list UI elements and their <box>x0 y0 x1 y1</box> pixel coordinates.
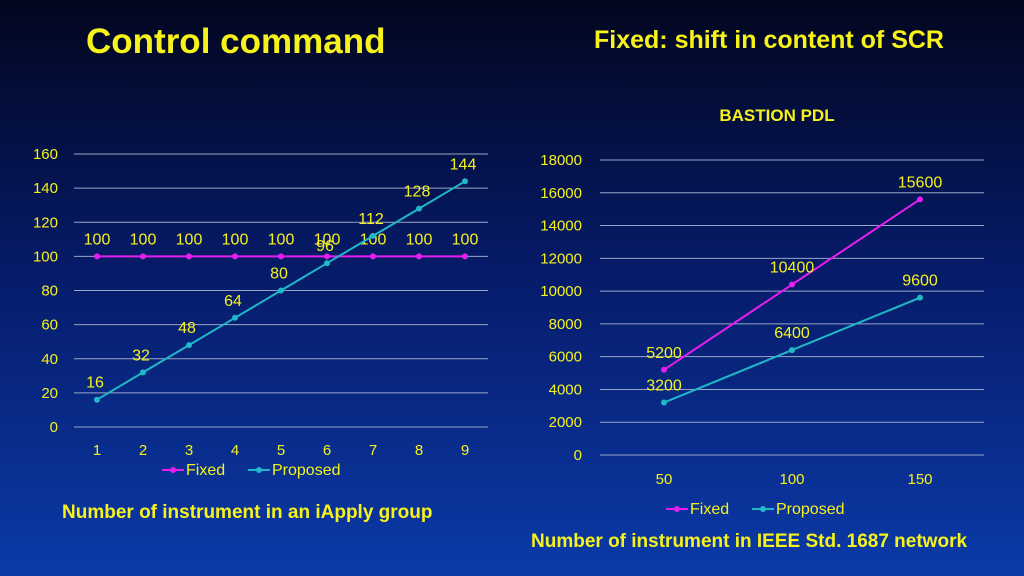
right-y-tick-label: 12000 <box>540 250 582 267</box>
left-data-point-fixed <box>140 253 146 260</box>
left-data-point-fixed <box>278 253 284 260</box>
right-y-tick-label: 8000 <box>549 316 582 333</box>
right-y-tick-label: 18000 <box>540 152 582 169</box>
right-y-tick-label: 10000 <box>540 283 582 300</box>
left-data-point-proposed <box>370 232 376 239</box>
right-data-point-fixed <box>917 196 923 203</box>
left-data-point-fixed <box>462 253 468 260</box>
left-data-label-fixed: 100 <box>314 231 341 248</box>
left-data-point-fixed <box>186 253 192 260</box>
left-data-point-proposed <box>324 260 330 267</box>
left-legend-label-fixed: Fixed <box>186 462 225 479</box>
right-x-tick-label: 100 <box>779 471 804 488</box>
right-y-tick-label: 4000 <box>549 381 582 398</box>
right-x-tick-label: 150 <box>907 471 932 488</box>
right-data-point-fixed <box>661 366 667 373</box>
left-chart-x-axis-label: Number of instrument in an iApply group <box>62 502 433 523</box>
right-chart-title: BASTION PDL <box>719 106 834 125</box>
left-data-label-proposed: 112 <box>358 211 384 228</box>
left-data-label-fixed: 100 <box>130 231 157 248</box>
left-data-point-proposed <box>416 205 422 212</box>
right-x-tick-label: 50 <box>656 471 673 488</box>
left-x-tick-label: 4 <box>231 442 239 459</box>
left-x-tick-label: 1 <box>93 442 101 459</box>
left-data-point-proposed <box>462 178 468 185</box>
left-data-label-fixed: 100 <box>360 231 387 248</box>
left-data-point-fixed <box>94 253 100 260</box>
right-data-point-proposed <box>917 294 923 301</box>
left-y-tick-label: 160 <box>33 146 58 163</box>
left-x-tick-label: 3 <box>185 442 193 459</box>
left-legend-marker-proposed <box>256 467 262 473</box>
left-data-point-proposed <box>140 369 146 376</box>
right-legend-marker-proposed <box>760 506 766 512</box>
left-x-tick-label: 2 <box>139 442 147 459</box>
left-data-label-fixed: 100 <box>176 231 203 248</box>
left-data-label-proposed: 16 <box>86 375 104 392</box>
left-data-point-proposed <box>278 287 284 294</box>
right-data-label-fixed: 10400 <box>770 260 815 277</box>
right-legend-label-proposed: Proposed <box>776 501 845 518</box>
left-y-tick-label: 140 <box>33 180 58 197</box>
left-y-tick-label: 60 <box>41 317 58 334</box>
left-data-label-fixed: 100 <box>84 231 111 248</box>
right-data-label-proposed: 3200 <box>646 378 682 395</box>
left-x-tick-label: 5 <box>277 442 285 459</box>
left-data-point-proposed <box>232 314 238 321</box>
left-y-tick-label: 120 <box>33 214 58 231</box>
right-legend-marker-fixed <box>674 506 680 512</box>
left-x-tick-label: 8 <box>415 442 423 459</box>
left-data-point-fixed <box>324 253 330 260</box>
right-chart-x-axis-label: Number of instrument in IEEE Std. 1687 n… <box>531 531 968 552</box>
left-data-label-proposed: 96 <box>316 238 334 255</box>
right-y-tick-label: 16000 <box>540 185 582 202</box>
left-legend-marker-fixed <box>170 467 176 473</box>
subtitle: Fixed: shift in content of SCR <box>594 26 944 54</box>
right-y-tick-label: 0 <box>574 447 582 464</box>
left-data-point-fixed <box>416 253 422 260</box>
right-y-tick-label: 14000 <box>540 218 582 235</box>
left-data-label-proposed: 80 <box>270 266 288 283</box>
page-title: Control command <box>86 22 386 61</box>
right-data-label-fixed: 15600 <box>898 174 943 191</box>
left-x-tick-label: 7 <box>369 442 377 459</box>
left-data-label-proposed: 128 <box>404 184 431 201</box>
left-data-label-proposed: 64 <box>224 293 242 310</box>
right-legend-label-fixed: Fixed <box>690 501 729 518</box>
left-y-tick-label: 40 <box>41 351 58 368</box>
right-data-point-proposed <box>789 347 795 354</box>
left-data-point-proposed <box>186 342 192 349</box>
left-data-label-proposed: 48 <box>178 320 196 337</box>
right-y-tick-label: 6000 <box>549 349 582 366</box>
right-data-label-proposed: 6400 <box>774 325 810 342</box>
left-data-label-proposed: 32 <box>132 347 150 364</box>
left-y-tick-label: 20 <box>41 385 58 402</box>
right-data-label-fixed: 5200 <box>646 345 682 362</box>
left-data-point-proposed <box>94 396 100 403</box>
left-data-label-fixed: 100 <box>452 231 479 248</box>
left-data-label-proposed: 144 <box>450 156 477 173</box>
right-data-point-fixed <box>789 281 795 288</box>
left-y-tick-label: 100 <box>33 248 58 265</box>
left-data-label-fixed: 100 <box>406 231 433 248</box>
left-data-point-fixed <box>232 253 238 260</box>
left-legend-label-proposed: Proposed <box>272 462 341 479</box>
left-data-label-fixed: 100 <box>268 231 295 248</box>
left-x-tick-label: 9 <box>461 442 469 459</box>
right-data-point-proposed <box>661 399 667 406</box>
left-data-label-fixed: 100 <box>222 231 249 248</box>
right-y-tick-label: 2000 <box>549 414 582 431</box>
left-y-tick-label: 80 <box>41 283 58 300</box>
left-y-tick-label: 0 <box>50 419 58 436</box>
left-x-tick-label: 6 <box>323 442 331 459</box>
left-data-point-fixed <box>370 253 376 260</box>
right-data-label-proposed: 9600 <box>902 273 938 290</box>
